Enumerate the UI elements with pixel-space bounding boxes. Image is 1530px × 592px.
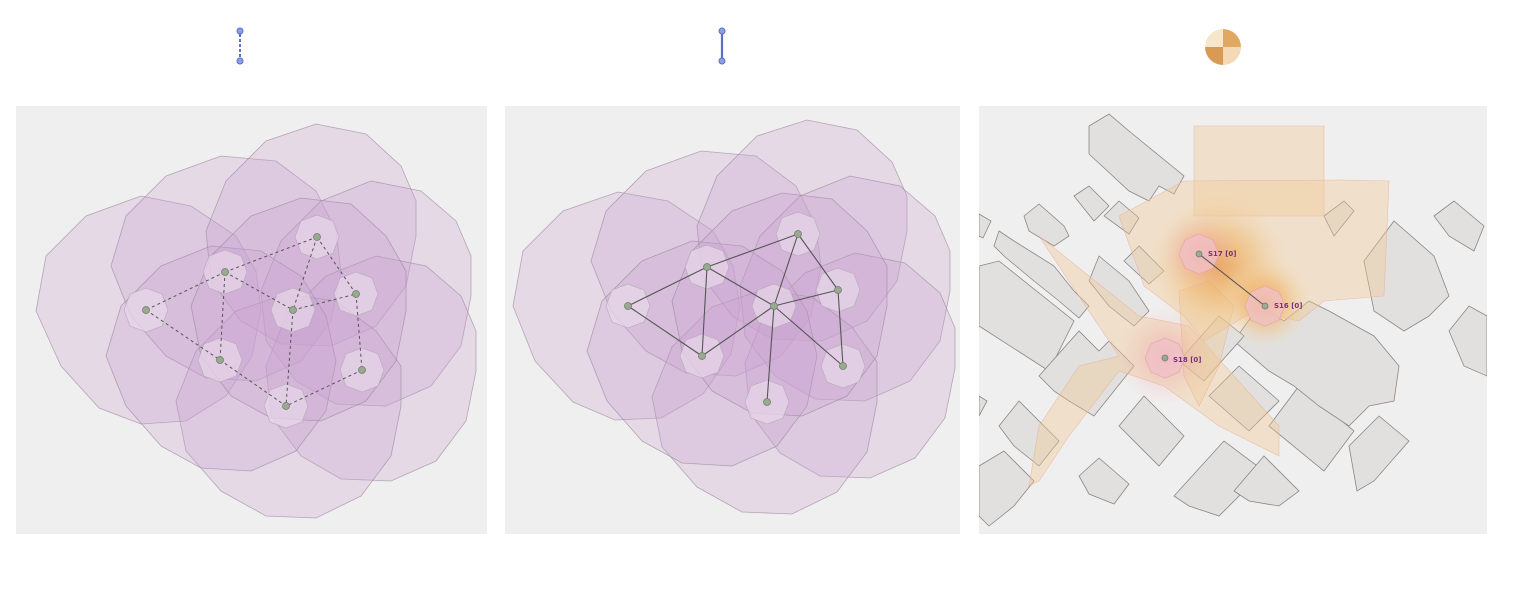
building (1448, 305, 1487, 377)
sensor-node (839, 362, 847, 370)
sensor-node (352, 290, 360, 298)
sensor-node (624, 302, 632, 310)
dashed-link (355, 293, 363, 371)
sensor-node (698, 352, 706, 360)
dashed-link (285, 369, 363, 407)
solid-link (797, 233, 839, 291)
sensor-node (221, 268, 229, 276)
solid-network-panel (505, 106, 960, 534)
dashed-link (292, 236, 318, 311)
sensor-node (794, 230, 802, 238)
dashed-link (285, 309, 294, 407)
sensor-node (142, 306, 150, 314)
map-coverage-panel: S17 [0] S16 [0] S18 [0] (979, 106, 1487, 534)
sensor-label: S18 [0] (1173, 356, 1202, 364)
solid-link (766, 305, 775, 403)
solid-link (1198, 253, 1266, 307)
building (979, 395, 988, 417)
dashed-link (219, 271, 226, 361)
dashed-link (219, 359, 287, 407)
dashed-link (224, 271, 294, 311)
solid-link (706, 266, 775, 307)
building (979, 450, 1035, 527)
dashed-link (224, 236, 318, 273)
sensor-node (216, 356, 224, 364)
solid-link (706, 233, 799, 268)
coverage-area (1193, 125, 1325, 217)
sensor-node (1161, 354, 1169, 362)
sensor-node (1261, 302, 1269, 310)
dashed-network-panel (16, 106, 487, 534)
building (993, 230, 1090, 319)
building (1073, 185, 1110, 222)
solid-link (627, 266, 708, 307)
solid-link-icon (718, 27, 726, 65)
building (1078, 457, 1130, 505)
building (1088, 113, 1185, 202)
sensor-node (358, 366, 366, 374)
solid-link (773, 233, 799, 307)
sensor-label: S17 [0] (1208, 250, 1237, 258)
building (1348, 415, 1410, 492)
solid-link (627, 305, 703, 357)
sensor-label: S16 [0] (1274, 302, 1303, 310)
sensor-node (770, 302, 778, 310)
building (1233, 455, 1300, 507)
sensor-node (289, 306, 297, 314)
building (1118, 395, 1185, 467)
building (979, 260, 1075, 372)
dashed-link (145, 271, 226, 311)
dashed-network-diagram (35, 123, 477, 519)
building (1023, 203, 1070, 247)
solid-link (837, 289, 844, 367)
solid-network-diagram (512, 119, 956, 515)
solid-link (701, 305, 775, 357)
dashed-link (292, 293, 357, 311)
sensor-node (313, 233, 321, 241)
building (1363, 220, 1450, 332)
solid-link (701, 266, 708, 357)
sensor-node (834, 286, 842, 294)
sensor-node (282, 402, 290, 410)
building (1208, 365, 1280, 432)
building (1103, 200, 1140, 235)
building (1268, 385, 1355, 472)
sensor-node (703, 263, 711, 271)
building (979, 213, 992, 239)
solid-link (773, 289, 839, 307)
coverage-quarter-icon (1205, 29, 1241, 65)
building (998, 400, 1060, 467)
sensor-coverage-map: S17 [0] S16 [0] S18 [0] (979, 113, 1487, 527)
dashed-link (145, 309, 221, 361)
sensor-node (1195, 250, 1203, 258)
dashed-link-icon (236, 27, 244, 65)
sensor-node (763, 398, 771, 406)
building (1323, 200, 1355, 237)
building (1433, 200, 1485, 252)
solid-link (773, 305, 844, 367)
